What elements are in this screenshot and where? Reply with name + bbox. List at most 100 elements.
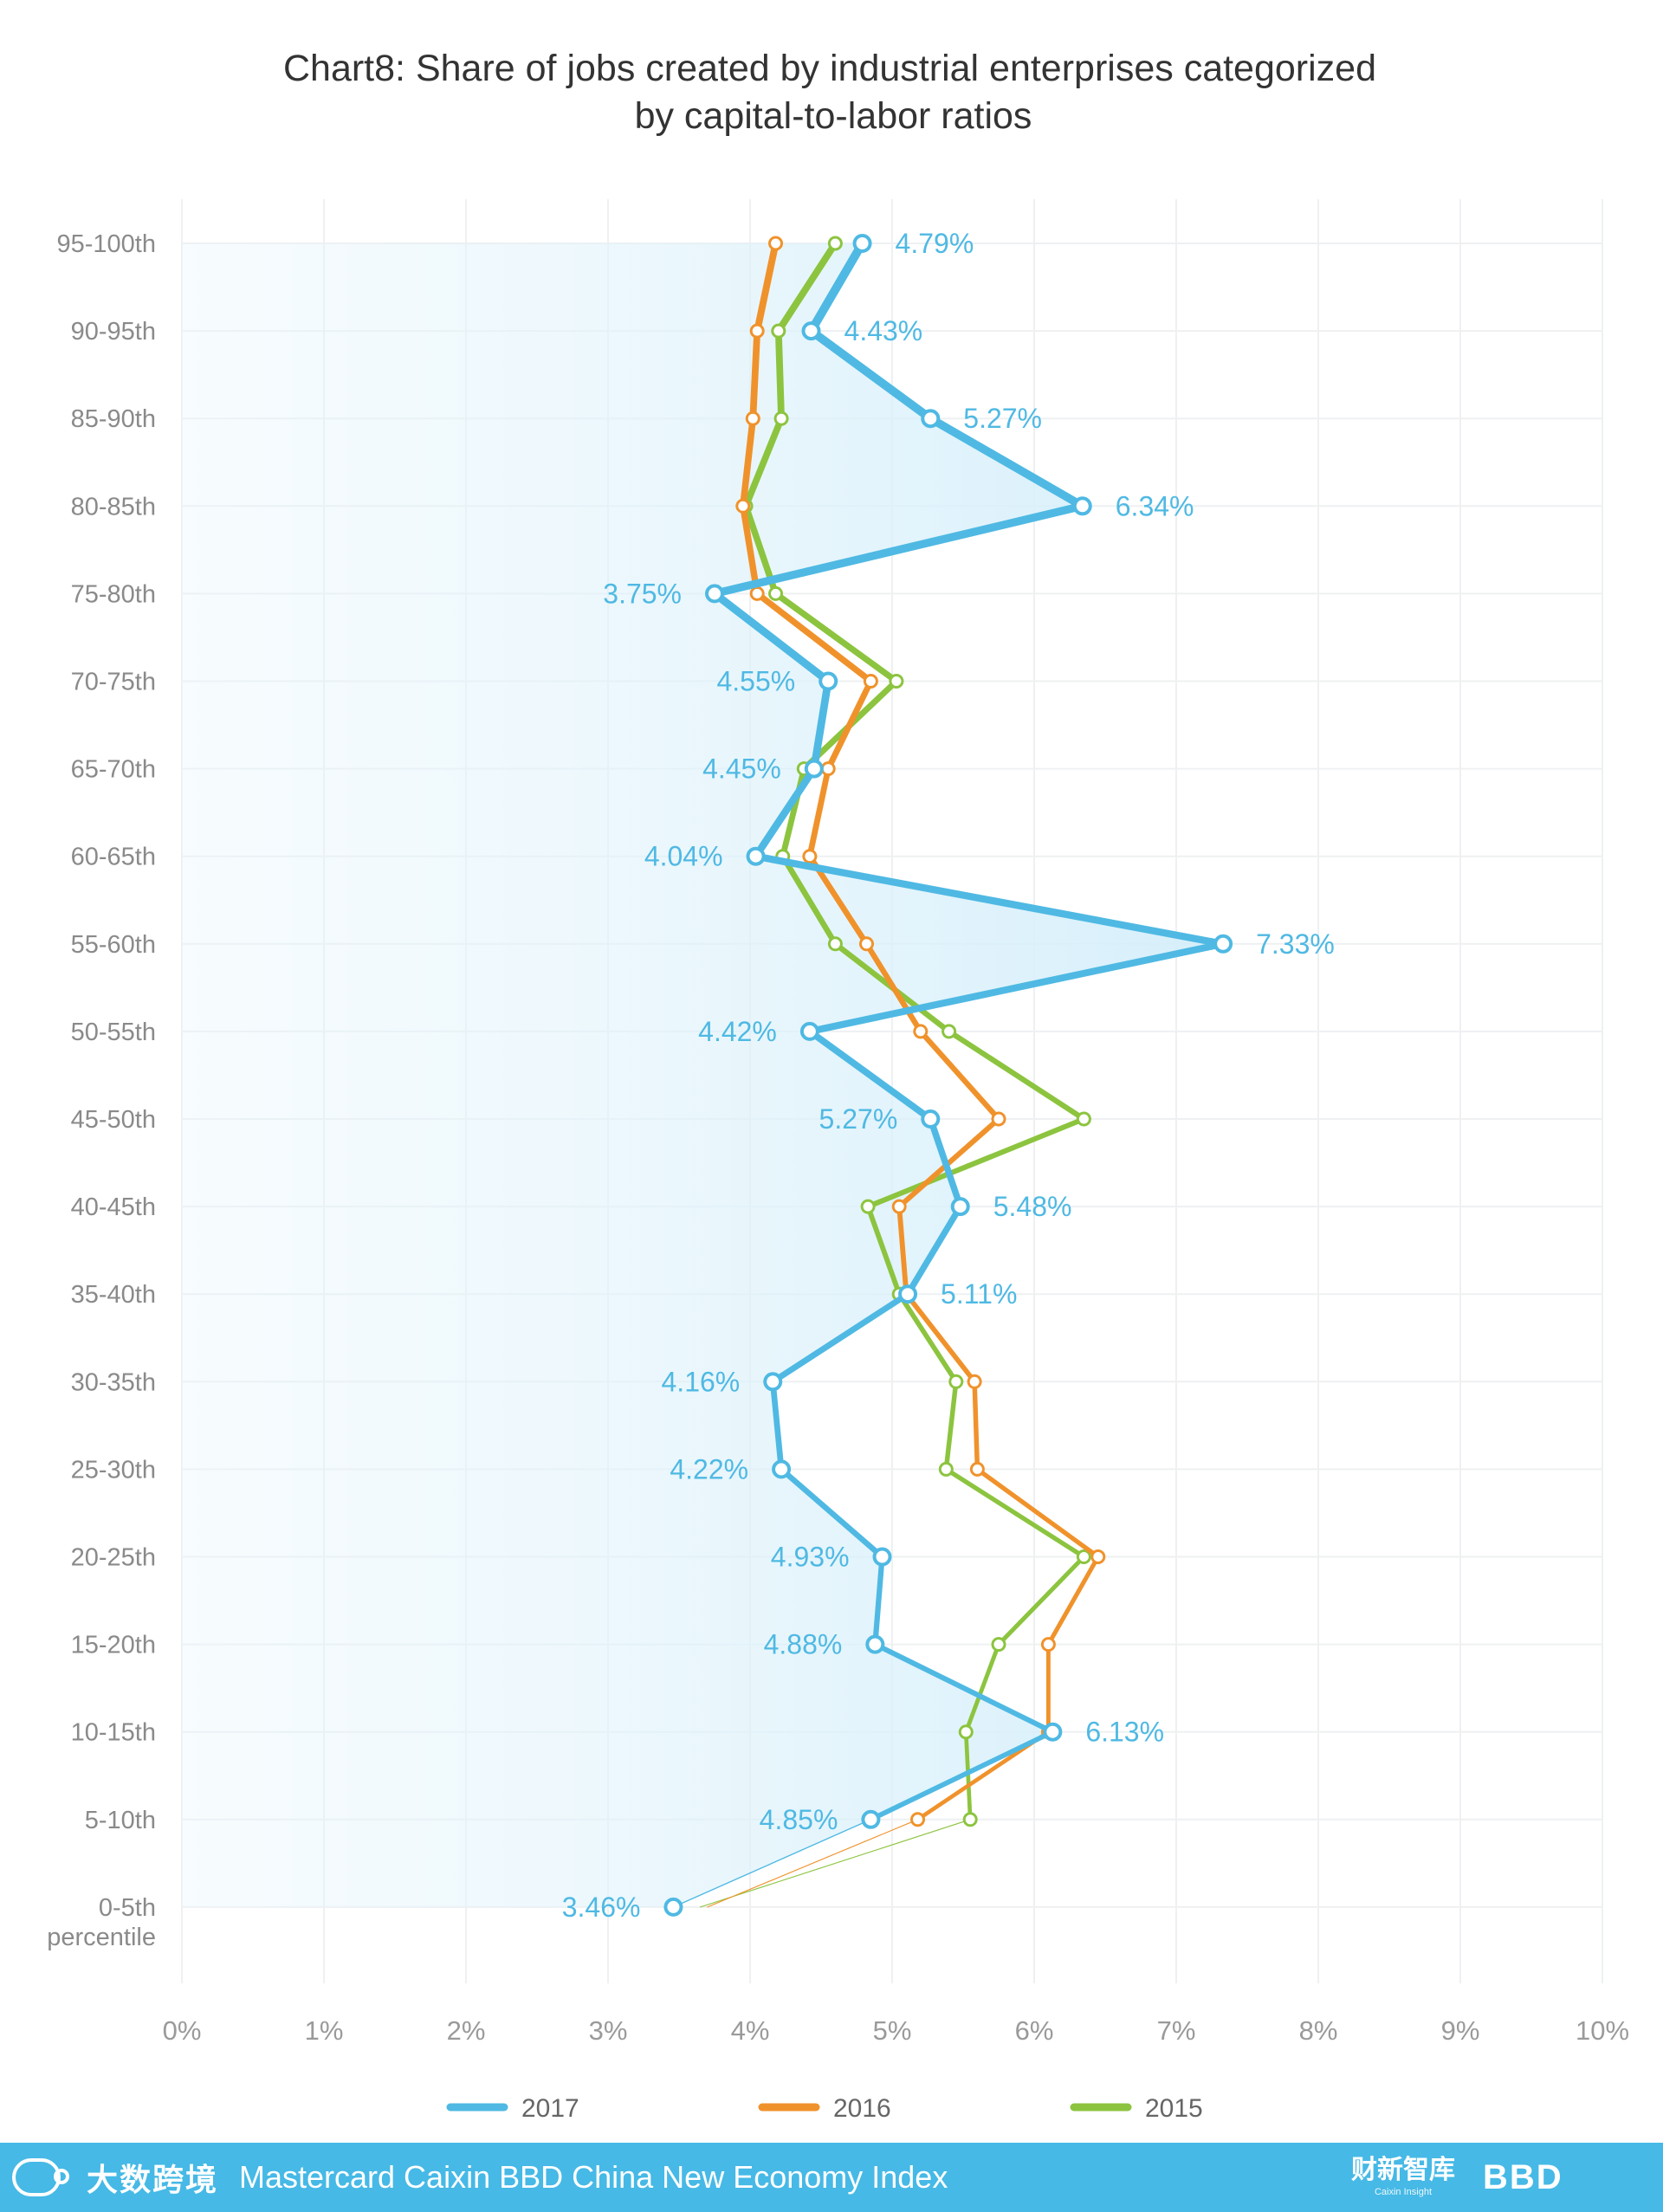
data-label-2017: 7.33% (1256, 928, 1335, 960)
data-point-2017 (819, 671, 838, 691)
caixin-logo-text: 财新智库 (1351, 2156, 1455, 2184)
series-segment-2017 (806, 1028, 935, 1122)
series-segment-2017 (806, 239, 867, 336)
series-segment-2015 (946, 1028, 1087, 1122)
series-segment-2017 (752, 852, 1227, 948)
series-segment-2017 (752, 765, 819, 860)
category-label-line: 90-95th (71, 318, 156, 346)
data-label-2017: 5.27% (963, 403, 1042, 434)
x-tick-label: 6% (1015, 2015, 1054, 2046)
series-segment-2017 (872, 1641, 1056, 1735)
data-point-2017 (898, 1284, 918, 1304)
series-segment-2016 (739, 415, 757, 510)
series-segment-2016 (806, 766, 832, 860)
data-label-2017: 4.16% (662, 1366, 741, 1397)
footer-bar: 大数跨境 Mastercard Caixin BBD China New Eco… (0, 2143, 1663, 2212)
series-segment-2015 (896, 1291, 959, 1385)
data-point-2016 (967, 1374, 982, 1389)
data-point-2017 (663, 1897, 683, 1917)
data-label-2017: 4.45% (702, 754, 781, 785)
category-label: 70-75th (71, 669, 156, 696)
data-point-2016 (820, 761, 836, 777)
data-point-2016 (749, 323, 765, 339)
series-segment-2016 (917, 1028, 1002, 1122)
series-segment-2016 (974, 1466, 1101, 1560)
data-point-2015 (1076, 1111, 1091, 1127)
data-point-2016 (910, 1812, 926, 1827)
series-segment-2015 (943, 1466, 1087, 1560)
footer-title: Mastercard Caixin BBD China New Economy … (239, 2159, 948, 2195)
series-segment-2017 (868, 1729, 1056, 1822)
data-point-2015 (768, 585, 784, 601)
category-label: 75-80th (71, 580, 156, 608)
data-label-2017: 3.75% (603, 578, 682, 609)
legend: 2017 2016 2015 (446, 2094, 1203, 2123)
series-segment-2015 (742, 415, 785, 510)
left-logo: 大数跨境 (12, 2155, 220, 2200)
series-segment-2017 (872, 1554, 885, 1647)
series-segment-2017 (769, 1378, 785, 1472)
data-label-2017: 4.88% (764, 1629, 843, 1660)
category-label: 50-55th (71, 1019, 156, 1046)
area-fill (182, 243, 1224, 1907)
data-label-2017: 6.13% (1085, 1717, 1164, 1748)
data-label-2017: 4.43% (844, 315, 923, 346)
series-segment-2016 (896, 1204, 909, 1297)
caixin-logo-subtext: Caixin Insight (1374, 2187, 1433, 2197)
x-tick-label: 5% (873, 2015, 912, 2046)
chart-title-line-1: Chart8: Share of jobs created by industr… (283, 48, 1376, 89)
data-point-2015 (771, 323, 786, 339)
category-label: 55-60th (71, 931, 156, 959)
category-label: 20-25th (71, 1544, 156, 1572)
data-point-2016 (991, 1111, 1006, 1127)
x-tick-label: 9% (1441, 2015, 1480, 2046)
series-segment-2015 (774, 240, 839, 335)
data-point-2015 (827, 236, 843, 251)
data-point-2016 (863, 674, 878, 689)
data-point-2016 (969, 1461, 985, 1477)
category-label: 80-85th (71, 493, 156, 521)
data-label-2017: 5.11% (941, 1278, 1017, 1310)
series-segment-2016 (740, 502, 760, 598)
category-label: 90-95th (71, 318, 156, 346)
data-point-2016 (749, 585, 765, 601)
data-point-2015 (860, 1199, 876, 1214)
data-point-2017 (705, 584, 724, 604)
category-label-line: 55-60th (71, 931, 156, 959)
category-label: 10-15th (71, 1719, 156, 1747)
chart: Chart8: Share of jobs created by industr… (47, 48, 1629, 2123)
category-label: 30-35th (71, 1368, 156, 1396)
data-point-2016 (768, 236, 784, 251)
series-segment-2017 (806, 327, 935, 424)
series-segment-2017 (927, 1116, 964, 1210)
data-point-2017 (804, 759, 824, 779)
series-segment-2015 (865, 1204, 903, 1297)
data-point-2017 (852, 234, 872, 253)
category-label: 45-50th (71, 1106, 156, 1134)
category-label-line: 70-75th (71, 669, 156, 696)
data-point-2016 (745, 411, 760, 426)
category-label-line: 35-40th (71, 1281, 156, 1309)
x-tick-label: 7% (1157, 2015, 1196, 2046)
data-point-2017 (1213, 934, 1233, 954)
x-tick-label: 4% (731, 2015, 770, 2046)
logo-icon (12, 2158, 69, 2196)
category-label: 95-100th (57, 230, 157, 258)
chart-title: Chart8: Share of jobs created by industr… (283, 48, 1376, 137)
x-tick-label: 2% (447, 2015, 486, 2046)
data-point-2017 (950, 1197, 970, 1217)
category-label-line: 5-10th (85, 1807, 156, 1834)
series-segment-2017 (806, 940, 1227, 1035)
data-point-2017 (921, 1109, 941, 1129)
data-label-2017: 5.48% (993, 1191, 1072, 1222)
category-label: 65-70th (71, 756, 156, 784)
data-point-2017 (799, 1021, 819, 1041)
data-point-2017 (865, 1634, 885, 1654)
data-point-2016 (735, 498, 751, 514)
data-point-2016 (802, 849, 818, 864)
series-segment-2016 (972, 1379, 980, 1472)
series-segment-2016 (864, 941, 924, 1035)
bbd-logo: BBD (1483, 2158, 1563, 2196)
data-label-2017: 4.04% (644, 841, 723, 872)
category-label: 0-5th percentile (47, 1894, 156, 1951)
